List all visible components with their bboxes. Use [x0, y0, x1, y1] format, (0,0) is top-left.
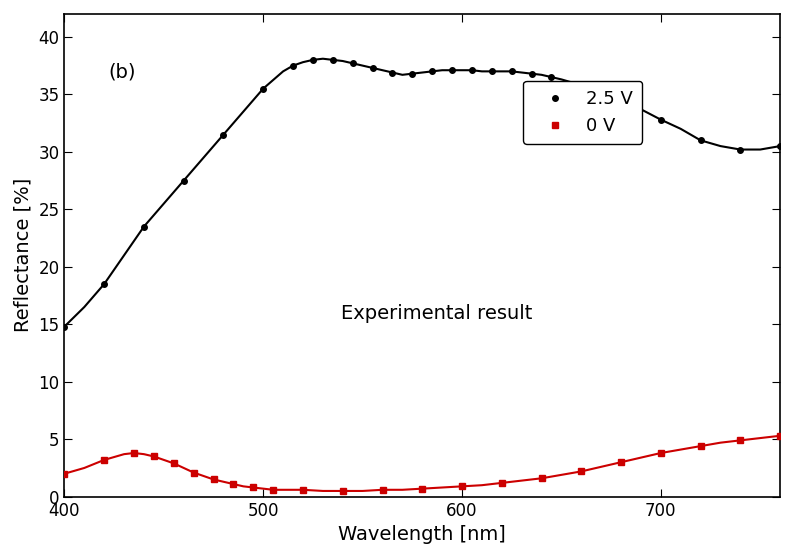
2.5 V — [139, 223, 148, 230]
0 V — [189, 469, 198, 476]
2.5 V — [576, 82, 586, 89]
0 V — [249, 484, 258, 491]
0 V — [418, 485, 427, 492]
0 V — [60, 470, 69, 477]
2.5 V — [179, 177, 188, 184]
0 V — [209, 476, 218, 483]
2.5 V — [527, 70, 537, 77]
2.5 V — [735, 146, 745, 153]
0 V — [537, 475, 546, 482]
2.5 V — [328, 56, 337, 63]
0 V — [656, 450, 665, 456]
2.5 V — [368, 65, 377, 71]
0 V — [378, 487, 387, 493]
0 V — [169, 460, 179, 466]
0 V — [696, 442, 705, 449]
Line: 0 V: 0 V — [62, 433, 783, 494]
0 V — [149, 453, 159, 460]
2.5 V — [467, 67, 476, 74]
2.5 V — [507, 68, 516, 75]
Y-axis label: Reflectance [%]: Reflectance [%] — [13, 178, 33, 333]
Line: 2.5 V: 2.5 V — [62, 57, 783, 329]
2.5 V — [547, 74, 557, 80]
2.5 V — [259, 85, 268, 92]
2.5 V — [776, 143, 785, 150]
2.5 V — [616, 97, 626, 103]
2.5 V — [308, 56, 318, 63]
2.5 V — [696, 137, 705, 144]
0 V — [735, 437, 745, 444]
2.5 V — [60, 323, 69, 330]
0 V — [338, 488, 348, 494]
2.5 V — [447, 67, 457, 74]
Text: Experimental result: Experimental result — [341, 304, 532, 323]
2.5 V — [387, 69, 397, 76]
0 V — [457, 483, 467, 490]
0 V — [299, 487, 308, 493]
2.5 V — [218, 131, 228, 138]
2.5 V — [656, 116, 665, 123]
0 V — [576, 468, 586, 475]
2.5 V — [348, 60, 357, 66]
2.5 V — [427, 68, 437, 75]
0 V — [776, 432, 785, 439]
2.5 V — [487, 68, 496, 75]
0 V — [99, 456, 109, 463]
2.5 V — [99, 281, 109, 287]
0 V — [268, 487, 278, 493]
Text: (b): (b) — [108, 62, 136, 81]
0 V — [497, 479, 507, 486]
X-axis label: Wavelength [nm]: Wavelength [nm] — [338, 525, 506, 544]
0 V — [616, 459, 626, 465]
2.5 V — [407, 70, 417, 77]
2.5 V — [288, 62, 298, 69]
Legend: 2.5 V, 0 V: 2.5 V, 0 V — [523, 81, 642, 144]
0 V — [129, 450, 139, 456]
0 V — [229, 480, 238, 487]
